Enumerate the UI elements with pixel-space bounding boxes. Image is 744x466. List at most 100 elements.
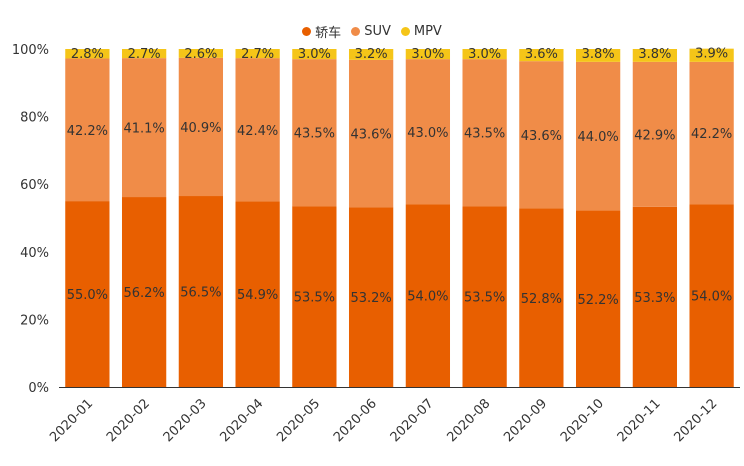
legend-label-sedan: 轿车 — [315, 25, 342, 41]
data-label: 42.2% — [691, 127, 732, 142]
x-tick-label: 2020-07 — [388, 396, 437, 445]
bar-segment — [632, 61, 678, 207]
bar-segment — [575, 49, 621, 62]
bar-segment — [575, 61, 621, 211]
data-label: 43.6% — [521, 129, 562, 144]
data-label: 52.8% — [521, 292, 562, 307]
bar-segment — [65, 201, 110, 387]
data-label: 2.6% — [184, 47, 217, 62]
legend-item-mpv[interactable]: MPV — [400, 23, 442, 39]
data-label: 3.2% — [355, 47, 388, 62]
bar-segment — [121, 58, 167, 198]
x-tick-label: 2020-01 — [47, 396, 96, 445]
x-tick-label: 2020-12 — [671, 396, 720, 445]
bar-segment — [65, 58, 110, 202]
bar-segment — [689, 204, 734, 387]
x-tick-label: 2020-04 — [217, 396, 266, 445]
bar-segment — [689, 48, 734, 62]
data-label: 42.2% — [67, 124, 108, 139]
data-label: 54.0% — [407, 290, 448, 305]
data-label: 3.0% — [468, 47, 501, 62]
data-label: 3.9% — [695, 47, 728, 62]
bar-segment — [519, 49, 564, 62]
legend-marker-mpv — [400, 26, 410, 36]
data-label: 43.5% — [464, 127, 505, 142]
data-label: 3.8% — [582, 47, 615, 62]
bar-segment — [348, 207, 394, 387]
x-tick-label: 2020-03 — [161, 396, 210, 445]
bar-segment — [121, 49, 167, 59]
data-label: 3.8% — [638, 47, 671, 62]
data-label: 54.9% — [237, 288, 278, 303]
bar-segment — [121, 197, 167, 387]
data-label: 42.9% — [634, 128, 675, 143]
data-label: 56.2% — [123, 286, 164, 301]
data-label: 54.0% — [691, 290, 732, 305]
x-tick-label: 2020-02 — [104, 396, 153, 445]
bar-segment — [178, 49, 224, 58]
legend-marker-suv — [351, 26, 361, 36]
data-label: 2.7% — [128, 47, 161, 62]
y-tick-label: 0% — [28, 381, 49, 396]
data-label: 53.5% — [464, 291, 505, 306]
bar-segment — [405, 49, 451, 60]
data-label: 41.1% — [123, 122, 164, 137]
data-label: 56.5% — [180, 286, 221, 301]
bar-segment — [462, 59, 507, 207]
legend-marker-sedan — [302, 26, 312, 36]
bar-segment — [575, 210, 621, 387]
data-label: 53.3% — [634, 291, 675, 306]
x-tick-label: 2020-05 — [274, 396, 323, 445]
legend-item-sedan[interactable]: 轿车 — [302, 22, 341, 41]
bar-segment — [235, 201, 280, 387]
data-label: 2.8% — [71, 47, 104, 62]
x-tick-label: 2020-09 — [501, 396, 550, 445]
data-label: 52.2% — [577, 293, 618, 308]
x-tick-label: 2020-08 — [444, 396, 493, 445]
bar-segment — [405, 204, 451, 387]
bar-segment — [632, 206, 678, 387]
data-label: 55.0% — [67, 288, 108, 303]
y-tick-label: 20% — [20, 313, 49, 328]
bar-segment — [235, 49, 280, 59]
data-label: 44.0% — [577, 130, 618, 145]
data-label: 3.0% — [411, 47, 444, 62]
bar-segment — [462, 49, 507, 60]
y-tick-label: 100% — [12, 43, 49, 58]
legend-label-suv: SUV — [364, 23, 391, 39]
data-label: 42.4% — [237, 124, 278, 139]
legend-label-mpv: MPV — [413, 23, 442, 39]
bar-segment — [519, 61, 564, 209]
chart-legend: 轿车 SUV MPV — [0, 22, 744, 41]
bar-segment — [405, 59, 451, 205]
y-tick-label: 60% — [20, 178, 49, 193]
bar-segment — [178, 57, 224, 197]
bar-segment — [235, 58, 280, 202]
bar-segment — [348, 49, 394, 60]
x-tick-label: 2020-10 — [558, 396, 607, 445]
x-tick-label: 2020-11 — [615, 396, 664, 445]
bar-segment — [632, 49, 678, 62]
data-label: 53.2% — [350, 291, 391, 306]
data-label: 2.7% — [241, 47, 274, 62]
bar-segment — [348, 59, 394, 208]
data-label: 40.9% — [180, 121, 221, 136]
data-label: 53.5% — [294, 291, 335, 306]
bar-segment — [65, 49, 110, 59]
data-label: 3.0% — [298, 47, 331, 62]
x-tick-label: 2020-06 — [331, 396, 380, 445]
bar-segment — [689, 61, 734, 205]
data-label: 3.6% — [525, 47, 558, 62]
bar-segment — [178, 196, 224, 387]
bar-segment — [292, 49, 337, 60]
bar-segment — [292, 59, 337, 207]
legend-item-suv[interactable]: SUV — [351, 24, 391, 39]
data-label: 43.6% — [350, 128, 391, 143]
y-tick-label: 80% — [20, 111, 49, 126]
data-label: 43.5% — [294, 127, 335, 142]
bar-segment — [292, 206, 337, 387]
bar-segment — [519, 208, 564, 387]
data-label: 43.0% — [407, 126, 448, 141]
y-tick-label: 40% — [20, 246, 49, 261]
